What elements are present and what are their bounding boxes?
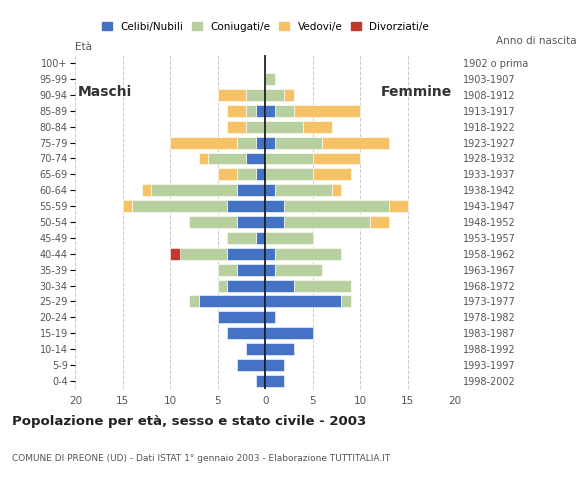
Bar — [322, 137, 389, 148]
Bar — [180, 248, 227, 260]
Bar — [284, 200, 389, 212]
Bar — [246, 153, 266, 165]
Bar — [218, 168, 237, 180]
Bar — [246, 105, 256, 117]
Bar — [332, 184, 341, 196]
Text: COMUNE DI PREONE (UD) - Dati ISTAT 1° gennaio 2003 - Elaborazione TUTTITALIA.IT: COMUNE DI PREONE (UD) - Dati ISTAT 1° ge… — [12, 454, 390, 463]
Bar — [266, 375, 284, 387]
Bar — [266, 105, 275, 117]
Bar — [294, 105, 360, 117]
Bar — [227, 105, 246, 117]
Text: Maschi: Maschi — [78, 85, 132, 99]
Bar — [303, 121, 332, 132]
Bar — [266, 184, 275, 196]
Bar — [227, 248, 266, 260]
Bar — [256, 137, 266, 148]
Bar — [266, 200, 284, 212]
Bar — [266, 216, 284, 228]
Bar — [227, 279, 266, 291]
Bar — [142, 184, 151, 196]
Bar — [284, 89, 294, 101]
Bar — [237, 184, 266, 196]
Bar — [256, 105, 266, 117]
Bar — [246, 343, 266, 355]
Bar — [246, 89, 266, 101]
Bar — [266, 89, 284, 101]
Bar — [246, 121, 266, 132]
Bar — [237, 359, 266, 371]
Bar — [199, 153, 208, 165]
Bar — [218, 279, 227, 291]
Bar — [266, 121, 303, 132]
Text: Popolazione per età, sesso e stato civile - 2003: Popolazione per età, sesso e stato civil… — [12, 415, 366, 428]
Bar — [266, 312, 275, 323]
Bar — [189, 216, 237, 228]
Bar — [266, 279, 294, 291]
Bar — [389, 200, 408, 212]
Bar — [218, 264, 237, 276]
Bar — [123, 200, 132, 212]
Text: Età: Età — [75, 42, 92, 52]
Bar — [237, 168, 256, 180]
Bar — [151, 184, 237, 196]
Bar — [237, 264, 266, 276]
Bar — [256, 168, 266, 180]
Bar — [218, 89, 246, 101]
Bar — [266, 248, 275, 260]
Bar — [189, 296, 199, 307]
Bar — [266, 73, 275, 85]
Bar — [275, 137, 322, 148]
Bar — [266, 168, 313, 180]
Bar — [266, 296, 341, 307]
Bar — [266, 343, 294, 355]
Bar — [313, 153, 360, 165]
Bar — [313, 168, 351, 180]
Bar — [256, 375, 266, 387]
Bar — [218, 312, 266, 323]
Bar — [275, 248, 341, 260]
Bar — [199, 296, 266, 307]
Bar — [227, 121, 246, 132]
Bar — [227, 232, 256, 244]
Bar — [266, 327, 313, 339]
Bar — [208, 153, 246, 165]
Bar — [266, 264, 275, 276]
Bar — [132, 200, 227, 212]
Bar — [275, 264, 322, 276]
Bar — [266, 359, 284, 371]
Bar — [237, 137, 256, 148]
Bar — [266, 232, 313, 244]
Bar — [266, 137, 275, 148]
Bar — [237, 216, 266, 228]
Bar — [227, 327, 266, 339]
Bar — [171, 137, 237, 148]
Bar — [266, 153, 313, 165]
Bar — [275, 105, 294, 117]
Bar — [256, 232, 266, 244]
Bar — [275, 184, 332, 196]
Bar — [284, 216, 370, 228]
Text: Anno di nascita: Anno di nascita — [496, 36, 577, 46]
Bar — [227, 200, 266, 212]
Bar — [294, 279, 351, 291]
Bar — [370, 216, 389, 228]
Bar — [341, 296, 351, 307]
Bar — [171, 248, 180, 260]
Legend: Celibi/Nubili, Coniugati/e, Vedovi/e, Divorziati/e: Celibi/Nubili, Coniugati/e, Vedovi/e, Di… — [102, 22, 429, 32]
Text: Femmine: Femmine — [381, 85, 452, 99]
